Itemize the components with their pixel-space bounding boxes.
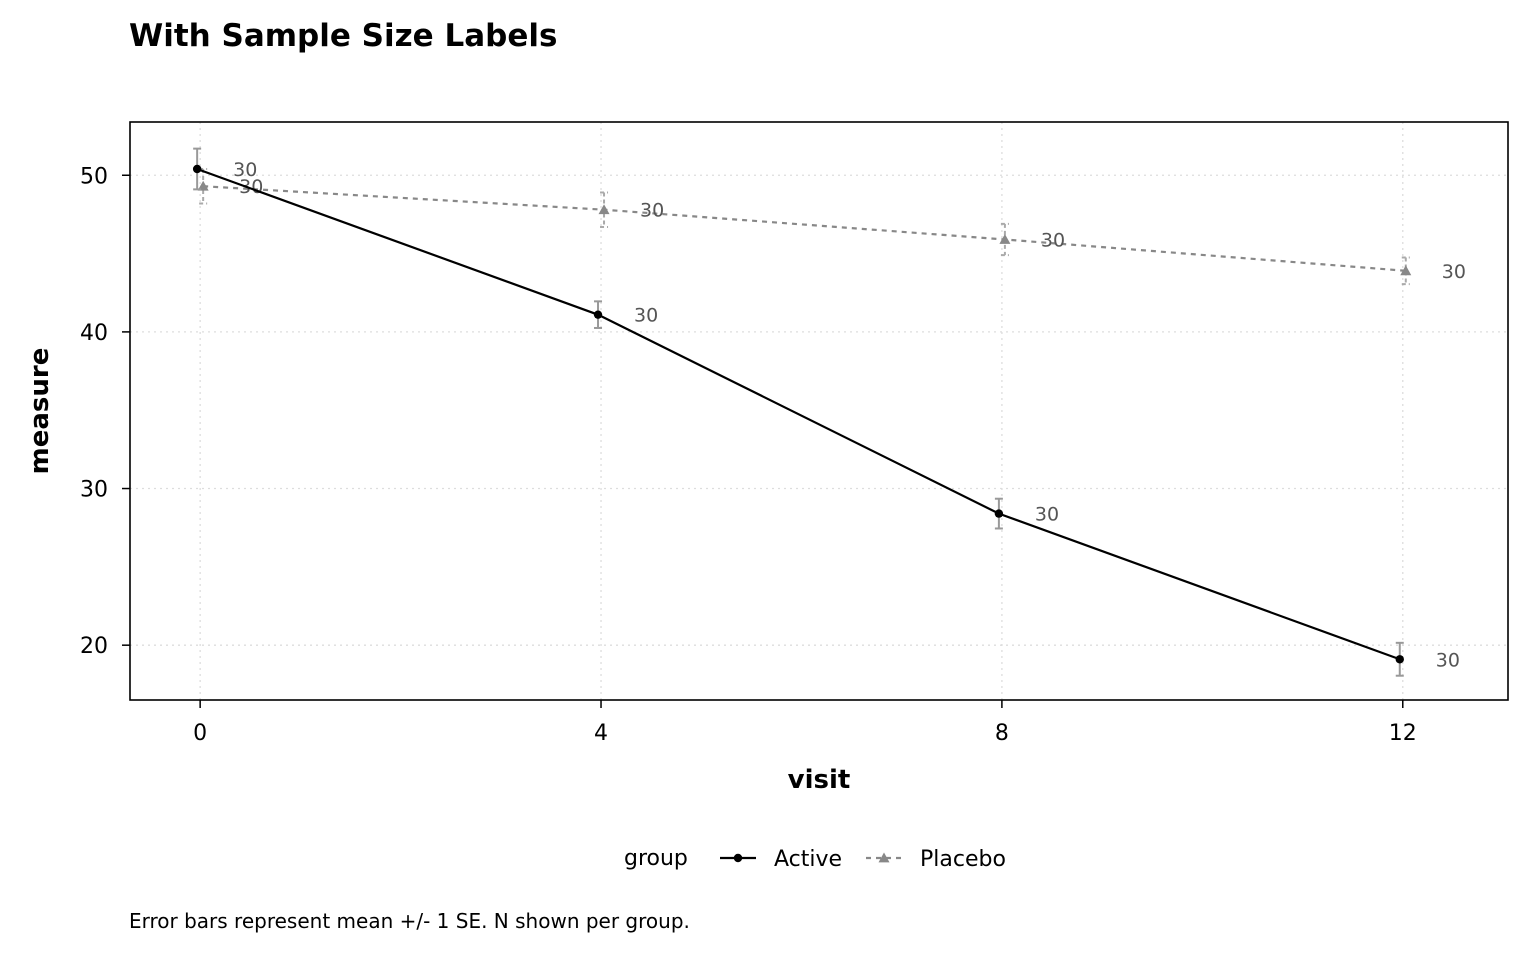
x-tick-label: 0 bbox=[193, 721, 207, 746]
series-line bbox=[203, 185, 1406, 272]
legend-key-marker bbox=[878, 852, 890, 863]
data-point bbox=[1400, 265, 1412, 276]
legend-key-marker bbox=[733, 853, 743, 863]
legend-item-placebo: Placebo bbox=[866, 847, 1006, 872]
n-label: 30 bbox=[1442, 261, 1466, 283]
x-tick-label: 4 bbox=[594, 721, 608, 746]
series-line bbox=[196, 167, 1401, 661]
data-point bbox=[197, 180, 209, 191]
n-label: 30 bbox=[640, 200, 664, 222]
y-tick-label: 50 bbox=[80, 164, 108, 189]
chart-title: With Sample Size Labels bbox=[129, 18, 558, 54]
grid-lines bbox=[130, 122, 1508, 700]
legend-item-label: Placebo bbox=[920, 847, 1006, 872]
data-point bbox=[598, 204, 610, 215]
x-tick-label: 8 bbox=[995, 721, 1009, 746]
y-tick-label: 30 bbox=[80, 478, 108, 503]
data-point bbox=[994, 509, 1004, 518]
x-tick-label: 12 bbox=[1389, 721, 1417, 746]
series-placebo: 30 30 30 30 bbox=[197, 167, 1466, 286]
n-label: 30 bbox=[233, 159, 257, 181]
n-label: 30 bbox=[1041, 229, 1065, 251]
data-point bbox=[192, 164, 202, 174]
error-bar bbox=[1401, 256, 1410, 286]
axes: 0 4 8 12 20 30 40 50 bbox=[80, 164, 1417, 746]
n-label: 30 bbox=[1436, 649, 1460, 671]
y-tick-label: 20 bbox=[80, 634, 108, 659]
legend-item-active: Active bbox=[720, 847, 842, 872]
legend-item-label: Active bbox=[774, 847, 842, 872]
legend-title: group bbox=[624, 846, 688, 871]
n-label: 30 bbox=[239, 176, 263, 198]
y-axis-title: measure bbox=[25, 348, 55, 475]
plot-panel-border bbox=[129, 121, 1509, 701]
n-label: 30 bbox=[1035, 504, 1059, 526]
n-label: 30 bbox=[634, 305, 658, 327]
x-axis-title: visit bbox=[788, 765, 851, 795]
chart-caption: Error bars represent mean +/- 1 SE. N sh… bbox=[129, 909, 690, 933]
legend: group Active Placebo bbox=[624, 846, 1006, 872]
data-point bbox=[999, 233, 1011, 244]
data-point bbox=[1395, 655, 1404, 664]
y-tick-label: 40 bbox=[80, 321, 108, 346]
data-point bbox=[593, 310, 603, 319]
